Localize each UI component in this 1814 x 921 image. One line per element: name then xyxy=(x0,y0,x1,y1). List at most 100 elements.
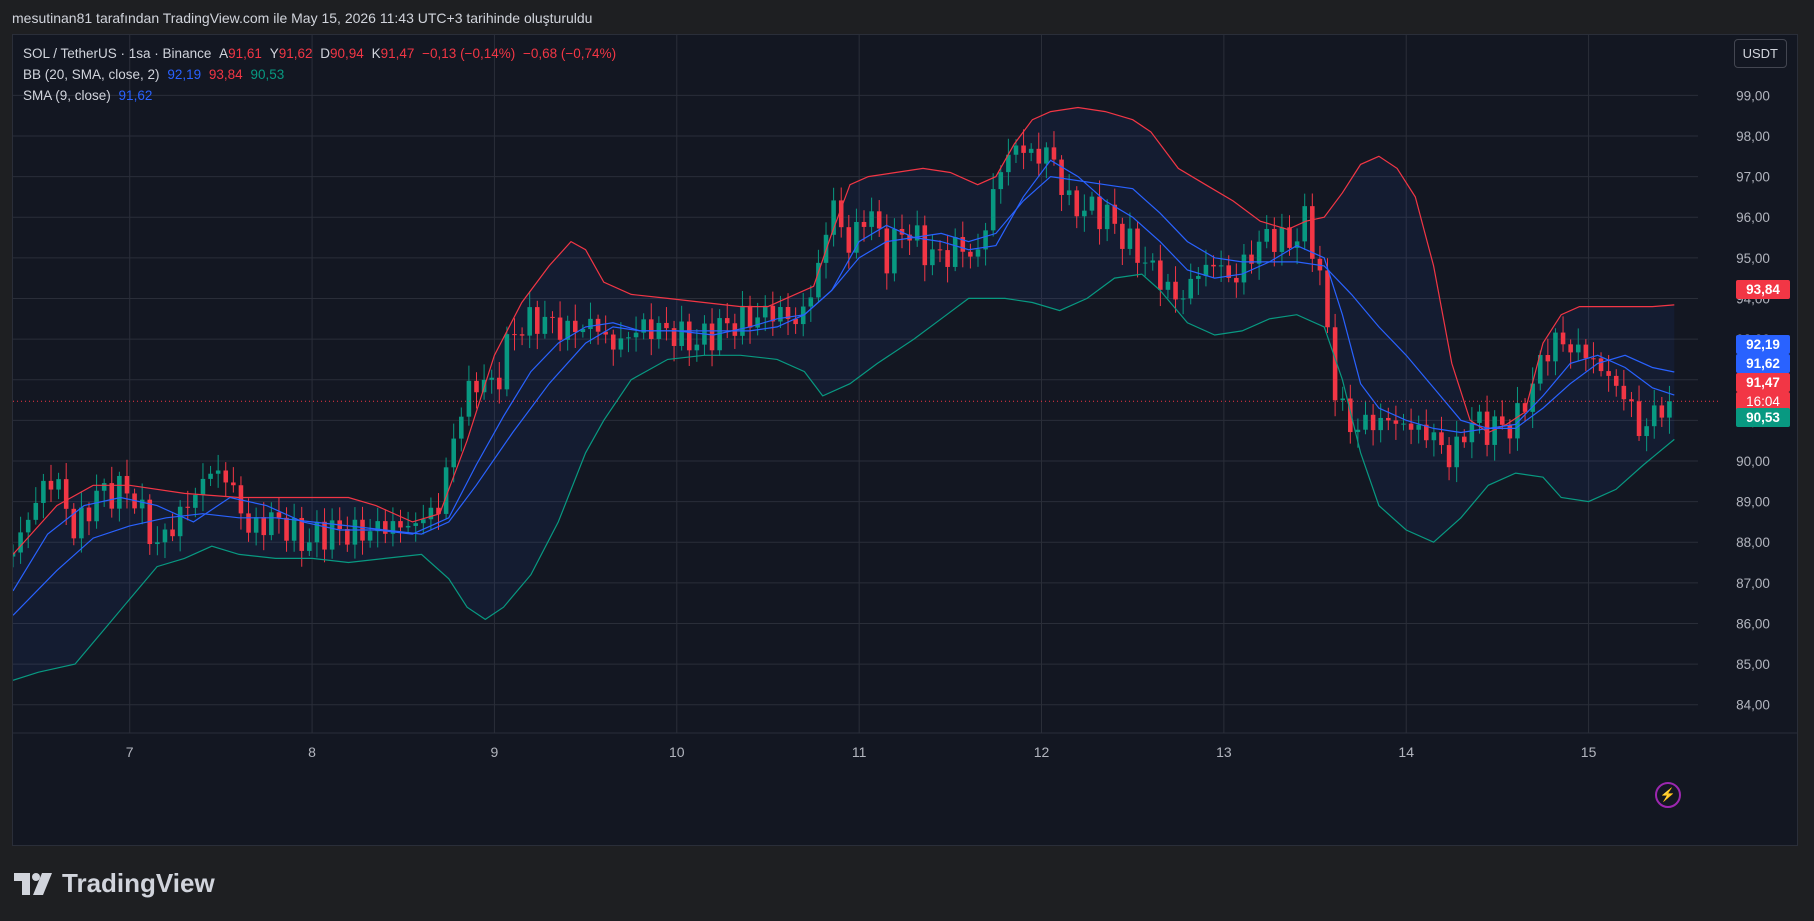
candle-body xyxy=(1583,344,1589,359)
candle-body xyxy=(117,475,122,509)
candle-body xyxy=(618,338,624,350)
candle-body xyxy=(641,319,646,333)
candle-body xyxy=(808,297,814,307)
candle-body xyxy=(231,482,236,486)
candle-body xyxy=(79,507,84,539)
price-chart[interactable]: 84,0085,0086,0087,0088,0089,0090,0091,00… xyxy=(13,35,1798,846)
candle-body xyxy=(1120,223,1125,249)
candle-body xyxy=(25,519,31,533)
candle-body xyxy=(1112,204,1118,224)
candle-body xyxy=(1545,355,1551,362)
candle-body xyxy=(960,237,966,252)
brand-logo[interactable]: TradingView xyxy=(14,868,215,899)
candle-body xyxy=(466,380,472,417)
candle-body xyxy=(1393,420,1399,424)
candle-body xyxy=(1097,196,1102,230)
candle-body xyxy=(519,334,525,336)
change-value-2: −0,68 (−0,74%) xyxy=(523,46,617,61)
candle-body xyxy=(580,329,586,333)
bb-lower-value: 90,53 xyxy=(250,67,285,82)
y-tick-label: 84,00 xyxy=(1736,698,1770,713)
candle-body xyxy=(1477,411,1482,423)
x-tick-label: 8 xyxy=(308,744,316,760)
candle-body xyxy=(968,251,973,257)
candle-body xyxy=(876,211,882,229)
y-tick-label: 90,00 xyxy=(1736,454,1770,469)
candle-body xyxy=(1302,206,1307,242)
candle-body xyxy=(626,337,631,339)
candle-body xyxy=(1317,258,1323,271)
bb-basis-badge: 92,19 xyxy=(1736,335,1790,354)
candle-body xyxy=(512,334,517,336)
candle-body xyxy=(390,521,396,534)
candle-body xyxy=(1104,204,1110,230)
candle-body xyxy=(1636,401,1642,437)
candle-body xyxy=(109,483,115,509)
x-tick-label: 13 xyxy=(1216,744,1232,760)
candle-body xyxy=(299,517,305,551)
currency-button[interactable]: USDT xyxy=(1733,39,1787,68)
candle-body xyxy=(1028,148,1034,153)
candle-body xyxy=(709,323,715,351)
candle-body xyxy=(405,525,411,528)
candle-body xyxy=(1613,375,1619,386)
candle-body xyxy=(854,221,859,253)
candle-body xyxy=(1036,148,1042,164)
candle-body xyxy=(1013,145,1019,155)
x-tick-label: 15 xyxy=(1581,744,1597,760)
candle-body xyxy=(1249,254,1254,264)
candle-body xyxy=(94,490,99,522)
candle-body xyxy=(276,512,282,518)
candle-body xyxy=(443,467,449,514)
close-label: K xyxy=(371,46,381,61)
x-tick-label: 12 xyxy=(1034,744,1050,760)
y-tick-label: 89,00 xyxy=(1736,495,1770,510)
sma-legend-row[interactable]: SMA (9, close) 91,62 xyxy=(23,85,616,106)
candle-body xyxy=(398,521,403,528)
candle-body xyxy=(1340,398,1345,401)
candle-body xyxy=(937,249,943,251)
candle-body xyxy=(1226,265,1232,278)
candle-body xyxy=(200,478,206,496)
candle-body xyxy=(1651,405,1657,427)
candle-body xyxy=(747,305,753,328)
close-value: 91,47 xyxy=(380,46,415,61)
candle-body xyxy=(648,319,654,339)
candle-body xyxy=(633,332,639,338)
candle-body xyxy=(1598,358,1604,372)
candle-body xyxy=(1348,398,1353,433)
candle-body xyxy=(1408,423,1414,430)
candle-body xyxy=(1644,426,1649,437)
lightning-icon[interactable]: ⚡ xyxy=(1655,782,1681,808)
symbol-label[interactable]: SOL / TetherUS · 1sa · Binance xyxy=(23,46,212,61)
bb-upper-badge: 93,84 xyxy=(1736,280,1790,299)
candle-body xyxy=(1667,401,1672,418)
candle-body xyxy=(177,506,183,537)
candle-body xyxy=(535,307,540,334)
bb-legend-row[interactable]: BB (20, SMA, close, 2) 92,19 93,84 90,53 xyxy=(23,64,616,85)
candle-body xyxy=(1537,355,1543,384)
open-value: 91,61 xyxy=(228,46,262,61)
candle-body xyxy=(1211,264,1216,267)
y-tick-label: 97,00 xyxy=(1736,170,1770,185)
candle-body xyxy=(1089,196,1095,211)
candle-body xyxy=(383,521,388,534)
candle-body xyxy=(1066,190,1072,195)
candle-body xyxy=(793,318,798,325)
candle-body xyxy=(474,380,479,393)
candle-body xyxy=(1424,424,1429,441)
candle-body xyxy=(1560,332,1566,345)
candle-body xyxy=(1416,424,1421,430)
chart-caption: mesutinan81 tarafından TradingView.com i… xyxy=(12,10,593,26)
candle-body xyxy=(253,517,259,533)
x-tick-label: 10 xyxy=(669,744,685,760)
candle-body xyxy=(223,470,229,483)
chart-area[interactable]: 84,0085,0086,0087,0088,0089,0090,0091,00… xyxy=(12,34,1798,846)
candle-body xyxy=(1591,358,1596,360)
candle-body xyxy=(314,521,320,543)
candle-body xyxy=(785,306,791,319)
candle-body xyxy=(193,495,198,508)
candle-body xyxy=(215,470,221,474)
candle-body xyxy=(1082,210,1087,217)
bb-upper-value: 93,84 xyxy=(208,67,243,82)
